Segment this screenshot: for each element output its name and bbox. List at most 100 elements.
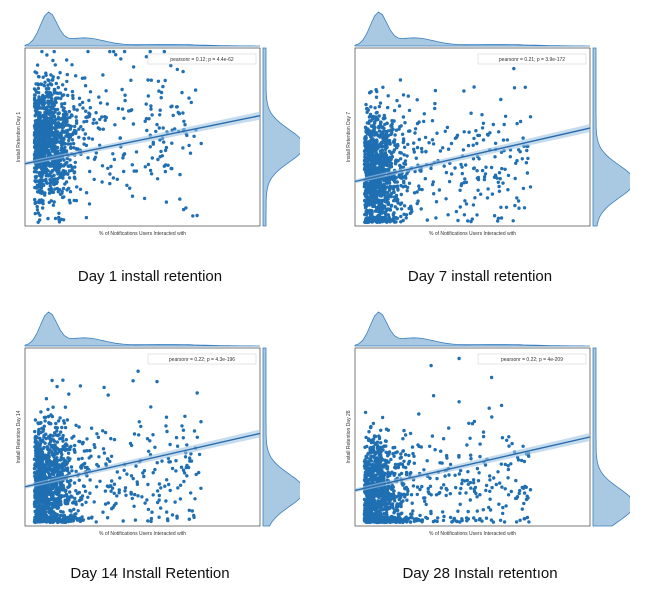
scatter-point	[458, 188, 462, 192]
scatter-point	[47, 78, 51, 83]
scatter-point	[46, 407, 50, 412]
scatter-point	[43, 487, 47, 492]
scatter-point	[514, 520, 519, 524]
scatter-point	[44, 137, 48, 141]
scatter-point	[122, 169, 126, 174]
scatter-point	[492, 476, 496, 480]
scatter-point	[40, 516, 44, 520]
scatter-point	[498, 481, 502, 485]
scatter-point	[42, 474, 47, 478]
scatter-point	[167, 482, 171, 487]
scatter-point	[32, 471, 37, 475]
scatter-point	[47, 161, 51, 165]
x-axis-label: % of Notifications Users Interacted with	[99, 531, 186, 537]
scatter-point	[40, 472, 45, 476]
scatter-point	[444, 197, 448, 201]
scatter-point	[67, 169, 72, 173]
scatter-point	[162, 164, 166, 168]
scatter-point	[467, 130, 471, 134]
scatter-point	[168, 488, 172, 493]
scatter-point	[45, 462, 49, 467]
scatter-point	[147, 117, 151, 121]
scatter-point	[522, 491, 527, 495]
scatter-point	[61, 510, 65, 514]
scatter-point	[50, 110, 54, 115]
scatter-point	[88, 491, 92, 495]
scatter-point	[34, 503, 38, 508]
scatter-point	[49, 73, 53, 77]
scatter-point	[35, 186, 39, 190]
scatter-point	[380, 415, 385, 420]
scatter-point	[515, 159, 519, 163]
scatter-point	[419, 146, 424, 151]
scatter-point	[164, 200, 169, 204]
scatter-point	[106, 393, 110, 397]
scatter-point	[381, 210, 386, 214]
scatter-point	[33, 126, 37, 130]
scatter-point	[363, 203, 367, 207]
scatter-point	[437, 188, 442, 192]
scatter-point	[165, 517, 170, 521]
scatter-point	[102, 451, 107, 455]
scatter-point	[143, 501, 147, 505]
scatter-point	[39, 198, 44, 202]
scatter-point	[101, 73, 105, 77]
scatter-point	[471, 203, 476, 207]
scatter-point	[372, 159, 377, 164]
scatter-point	[373, 106, 377, 110]
scatter-point	[130, 496, 134, 501]
scatter-point	[67, 198, 72, 202]
scatter-point	[365, 131, 369, 135]
scatter-point	[50, 126, 54, 130]
scatter-point	[469, 486, 473, 490]
scatter-point	[153, 445, 157, 449]
scatter-point	[123, 98, 127, 103]
scatter-point	[60, 131, 64, 135]
scatter-point	[117, 488, 122, 492]
scatter-point	[407, 181, 412, 185]
scatter-point	[182, 119, 186, 124]
scatter-point	[94, 485, 99, 489]
scatter-point	[110, 486, 115, 490]
scatter-point	[487, 505, 491, 510]
scatter-point	[51, 473, 56, 477]
scatter-point	[491, 122, 495, 127]
scatter-point	[63, 123, 68, 127]
scatter-point	[380, 183, 385, 187]
scatter-point	[382, 206, 387, 210]
scatter-point	[130, 163, 134, 167]
scatter-point	[137, 420, 141, 424]
scatter-point	[386, 105, 390, 110]
scatter-point	[33, 70, 37, 74]
scatter-point	[36, 86, 41, 91]
scatter-point	[51, 405, 55, 409]
scatter-point	[39, 123, 44, 127]
scatter-point	[73, 443, 77, 448]
y-axis-label: Install Retention Day 7	[346, 112, 352, 163]
scatter-point	[367, 156, 371, 160]
scatter-point	[399, 214, 403, 219]
scatter-point	[401, 218, 405, 223]
scatter-point	[40, 450, 45, 455]
scatter-point	[42, 98, 46, 103]
scatter-point	[97, 95, 101, 99]
scatter-point	[55, 468, 59, 472]
scatter-point	[35, 183, 39, 188]
scatter-point	[51, 177, 55, 181]
scatter-point	[386, 178, 390, 182]
scatter-point	[485, 196, 490, 200]
scatter-point	[377, 133, 381, 137]
scatter-point	[46, 216, 50, 221]
scatter-point	[474, 129, 478, 133]
scatter-point	[43, 455, 48, 459]
scatter-point	[44, 87, 49, 91]
scatter-point	[68, 158, 72, 162]
scatter-point	[412, 461, 416, 465]
scatter-point	[53, 110, 57, 114]
scatter-point	[386, 191, 390, 196]
scatter-point	[109, 489, 113, 493]
scatter-point	[82, 120, 86, 124]
scatter-point	[515, 121, 519, 126]
scatter-point	[371, 149, 375, 153]
scatter-point	[37, 502, 41, 506]
